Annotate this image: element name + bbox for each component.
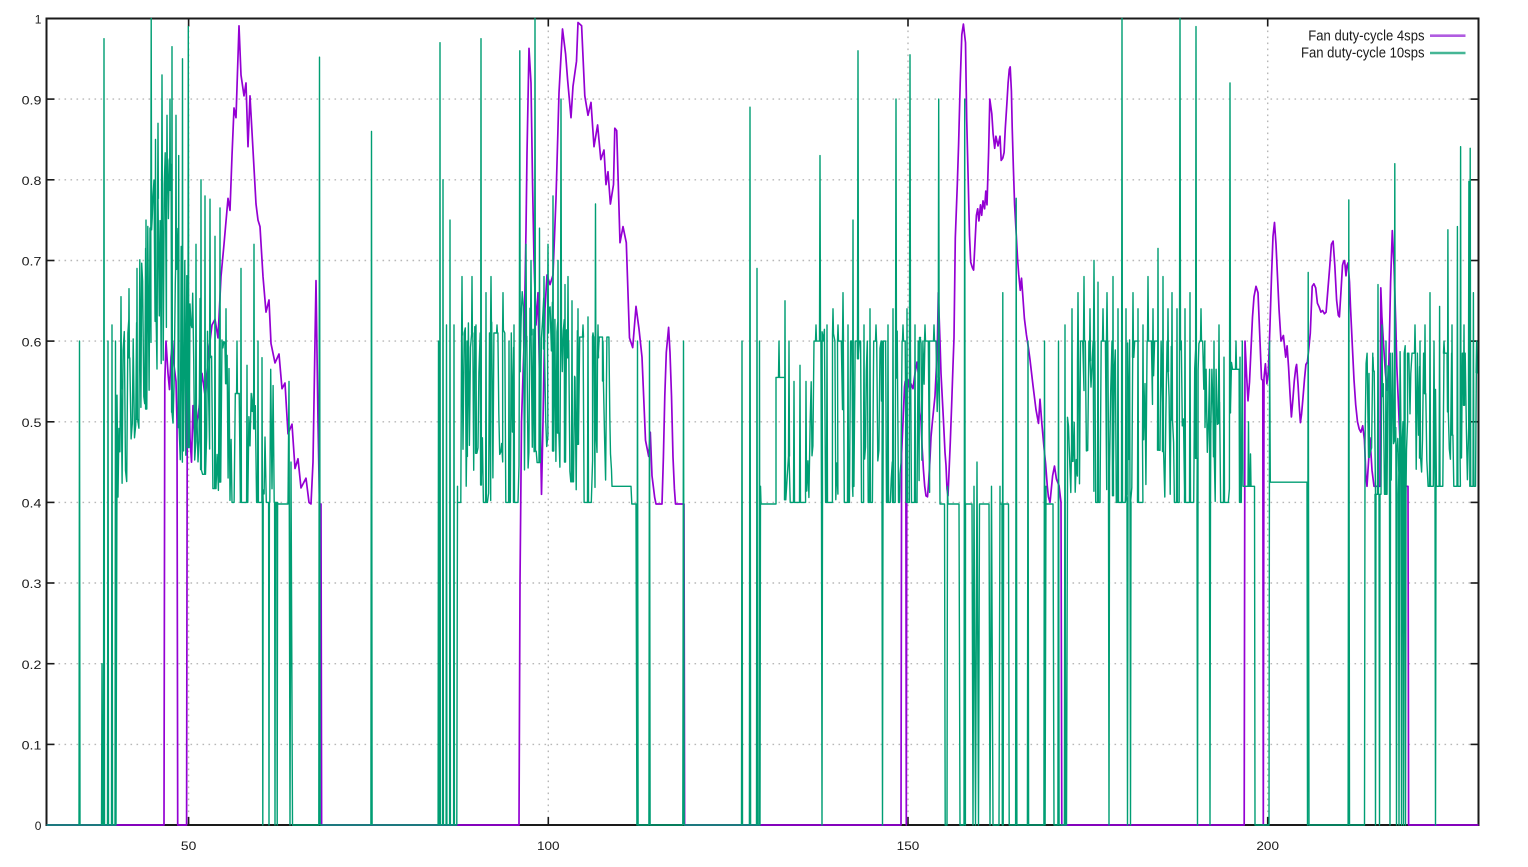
svg-text:0.2: 0.2 (22, 658, 42, 672)
svg-text:0.1: 0.1 (22, 739, 42, 753)
svg-text:Fan duty-cycle 10sps: Fan duty-cycle 10sps (1301, 45, 1425, 61)
svg-text:1: 1 (35, 13, 42, 27)
svg-text:200: 200 (1256, 839, 1279, 853)
svg-text:0: 0 (35, 819, 42, 833)
svg-text:150: 150 (897, 839, 920, 853)
svg-text:100: 100 (537, 839, 560, 853)
svg-text:Fan duty-cycle 4sps: Fan duty-cycle 4sps (1308, 29, 1424, 45)
svg-text:0.4: 0.4 (22, 497, 42, 511)
svg-text:0.3: 0.3 (22, 577, 42, 591)
svg-text:50: 50 (181, 839, 197, 853)
svg-text:0.6: 0.6 (22, 335, 42, 349)
svg-text:0.7: 0.7 (22, 255, 42, 269)
svg-text:0.8: 0.8 (22, 174, 42, 188)
svg-text:0.9: 0.9 (22, 93, 42, 107)
svg-text:0.5: 0.5 (22, 416, 42, 430)
